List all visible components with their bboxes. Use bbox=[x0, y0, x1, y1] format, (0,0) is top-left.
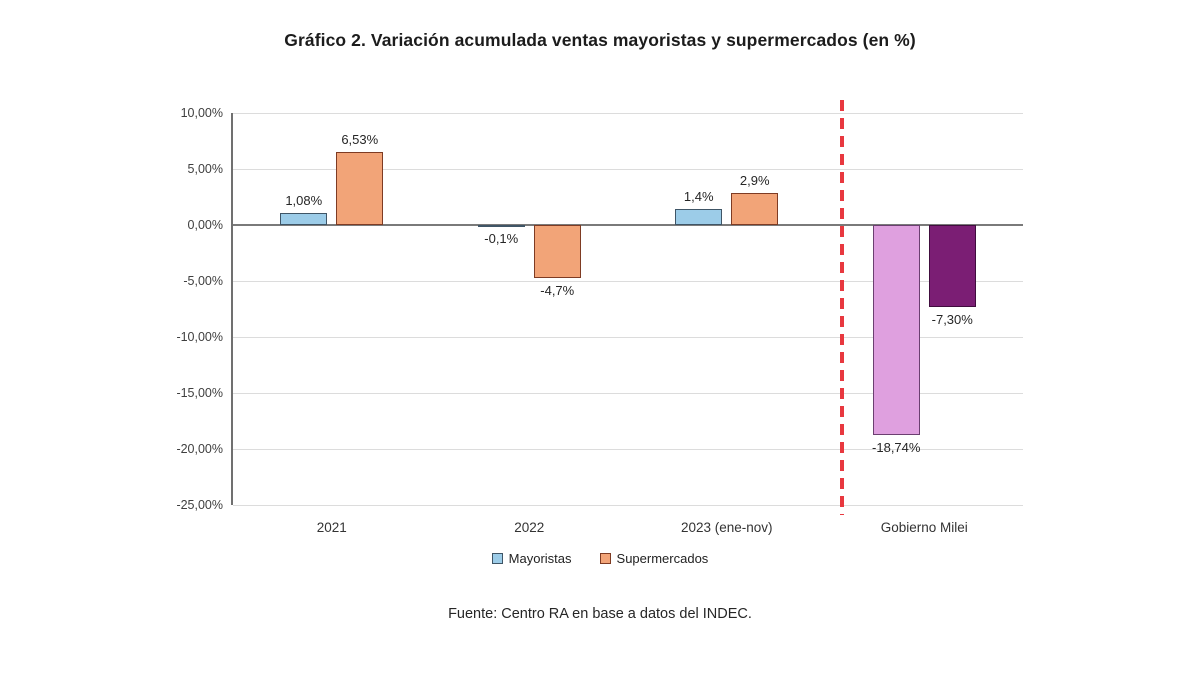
legend-item: Supermercados bbox=[599, 551, 709, 566]
data-label: 1,4% bbox=[683, 189, 714, 205]
plot-area: 10,00% 5,00% 0,00% -5,00% -10,00% -15,00% -20,… bbox=[176, 100, 1023, 535]
legend-item: Mayoristas bbox=[491, 551, 572, 566]
y-axis-tick-label: -5,00% bbox=[183, 274, 223, 288]
chart-title: Gráfico 2. Variación acumulada ventas ma… bbox=[284, 30, 916, 50]
data-label: 2,9% bbox=[739, 172, 770, 188]
legend-label: Mayoristas bbox=[508, 551, 572, 566]
gridline bbox=[233, 113, 1023, 114]
y-axis-tick-label: -20,00% bbox=[176, 442, 223, 456]
category-label: 2023 (ene-nov) bbox=[680, 520, 773, 535]
data-label: -18,74% bbox=[872, 439, 921, 455]
gridline bbox=[233, 281, 1023, 282]
bar-mayoristas-Gobierno-Milei bbox=[872, 225, 920, 435]
data-label: -7,30% bbox=[931, 311, 973, 327]
gridline bbox=[233, 337, 1023, 338]
bar-supermercados-Gobierno-Milei bbox=[928, 225, 976, 307]
y-axis-line bbox=[231, 113, 233, 505]
y-axis-tick-label: 0,00% bbox=[187, 218, 223, 232]
legend-swatch bbox=[491, 553, 503, 564]
gridline bbox=[233, 505, 1023, 506]
y-axis-tick-label: 5,00% bbox=[187, 162, 223, 176]
bar-mayoristas-2023-ene-nov- bbox=[675, 209, 723, 225]
bar-mayoristas-2021 bbox=[280, 212, 328, 225]
gridline bbox=[233, 449, 1023, 450]
y-axis-tick-label: -25,00% bbox=[176, 498, 223, 512]
zero-line bbox=[233, 224, 1023, 226]
legend: Mayoristas Supermercados bbox=[0, 551, 1200, 566]
bar-supermercados-2021 bbox=[336, 151, 384, 225]
y-axis-tick-label: -15,00% bbox=[176, 386, 223, 400]
bar-mayoristas-2022 bbox=[477, 225, 525, 227]
legend-swatch bbox=[599, 553, 611, 564]
data-label: -4,7% bbox=[540, 282, 575, 298]
data-label: -0,1% bbox=[484, 231, 519, 247]
y-axis-tick-label: -10,00% bbox=[176, 330, 223, 344]
gridline bbox=[233, 393, 1023, 394]
bar-supermercados-2022 bbox=[533, 225, 581, 278]
category-label: Gobierno Milei bbox=[880, 520, 968, 535]
source-note: Fuente: Centro RA en base a datos del IN… bbox=[448, 606, 752, 622]
category-label: 2021 bbox=[316, 520, 347, 535]
legend-label: Supermercados bbox=[616, 551, 709, 566]
separator-line bbox=[839, 100, 844, 515]
gridline bbox=[233, 169, 1023, 170]
category-label: 2022 bbox=[514, 520, 545, 535]
y-axis-tick-label: 10,00% bbox=[180, 106, 223, 120]
bar-supermercados-2023-ene-nov- bbox=[731, 192, 779, 225]
data-label: 6,53% bbox=[341, 131, 379, 147]
data-label: 1,08% bbox=[285, 192, 323, 208]
